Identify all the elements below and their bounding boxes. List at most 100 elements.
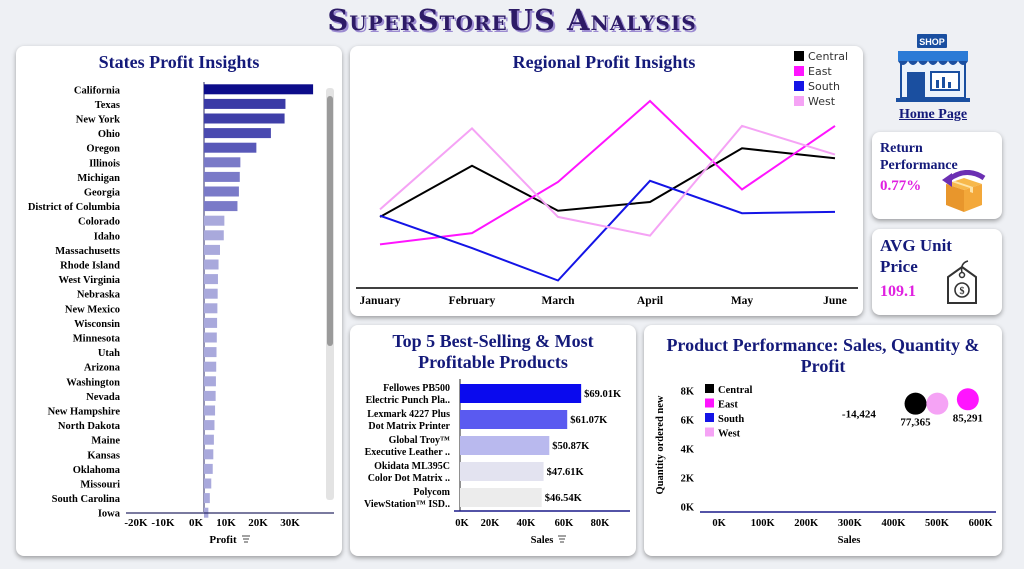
state-bar[interactable] [204,259,219,270]
home-nav[interactable]: SHOP [895,34,975,124]
state-bar[interactable] [204,463,213,474]
state-bar[interactable] [204,347,217,358]
states-x-tick: -20K [124,517,148,529]
perf-legend-label-west: West [718,429,741,440]
states-x-tick: 30K [280,517,300,529]
series-line-south[interactable] [379,179,836,282]
price-kpi-value: 109.1 [880,283,916,300]
state-bar[interactable] [204,361,217,372]
states-profit-title: States Profit Insights [98,52,260,72]
product-label: Global Troy™ [389,435,450,446]
state-bar[interactable] [204,274,218,285]
perf-point-label: -14,424 [842,408,876,420]
home-page-link[interactable]: Home Page [899,107,968,122]
state-bar[interactable] [204,376,216,387]
state-bar[interactable] [204,332,217,343]
states-profit-card: States Profit Insights California Texas Ne… [16,46,342,556]
product-bar[interactable] [460,488,542,507]
state-bar[interactable] [204,171,240,182]
product-bar[interactable] [460,436,550,455]
state-bar[interactable] [204,98,286,109]
regional-x-tick: June [823,295,847,307]
perf-y-tick: 2K [681,474,695,485]
filter-icon[interactable] [558,535,566,543]
state-bar[interactable] [204,449,214,460]
product-bar[interactable] [460,410,568,429]
perf-y-tick: 4K [681,445,695,456]
perf-point-west[interactable] [926,392,949,415]
states-profit-chart: California Texas New York Ohio Oregon Illinoi… [28,82,334,546]
state-bar[interactable] [204,157,241,168]
shop-icon[interactable]: SHOP [895,34,975,104]
perf-legend-swatch-west [705,427,714,437]
perf-legend-label-east: East [718,400,738,411]
top5-products-card: Top 5 Best-Selling & Most Profitable Pro… [350,325,636,556]
state-bar[interactable] [204,215,225,226]
legend-label-south: South [808,80,840,93]
state-bar[interactable] [204,288,218,299]
state-label: New Mexico [65,304,120,315]
state-bar[interactable] [204,303,218,314]
state-label: Maine [91,436,120,447]
avg-unit-price-card: AVG Unit Price 109.1 $ [872,229,1002,315]
price-tag-symbol: $ [960,286,965,297]
state-bar[interactable] [204,142,257,153]
price-kpi-label-line1: AVG Unit [880,236,952,255]
price-kpi-label: AVG Unit Price [880,235,952,277]
perf-point-east[interactable] [956,388,979,411]
product-bar[interactable] [460,462,544,481]
state-bar[interactable] [204,113,285,124]
state-bar[interactable] [204,186,239,197]
state-label: Illinois [89,158,120,169]
product-bar[interactable] [460,384,582,403]
state-label: Iowa [98,509,121,520]
top5-x-tick: 80K [591,518,611,529]
state-bar[interactable] [204,128,271,139]
state-label: Nevada [86,392,121,403]
state-bar[interactable] [204,420,215,431]
state-bar[interactable] [204,84,314,95]
legend-swatch-west [794,96,804,106]
state-label: California [74,85,121,96]
series-line-central[interactable] [379,147,836,218]
state-label: Washington [66,377,120,388]
state-label: Idaho [94,231,120,242]
regional-x-tick: May [731,295,754,307]
states-scrollbar-thumb[interactable] [327,96,333,346]
top5-x-tick: 20K [481,518,501,529]
shop-sign-text: SHOP [919,37,945,47]
state-bar[interactable] [204,201,238,212]
top5-title-line1: Top 5 Best-Selling & Most [392,331,594,351]
top5-title-line2: Profitable Products [418,352,568,372]
filter-icon[interactable] [242,535,250,543]
series-line-east[interactable] [379,99,836,246]
state-bar[interactable] [204,390,216,401]
state-label: Oklahoma [73,465,121,476]
state-bar[interactable] [204,244,220,255]
states-x-tick: 20K [248,517,268,529]
legend-label-east: East [808,65,832,78]
state-label: Massachusetts [55,246,120,257]
legend-label-west: West [808,95,836,108]
product-label: Fellowes PB500 [383,383,450,394]
state-label: North Dakota [58,421,121,432]
state-bar[interactable] [204,317,218,328]
legend-label-central: Central [808,50,848,63]
state-bar[interactable] [204,405,216,416]
top5-x-tick: 60K [555,518,575,529]
state-bar[interactable] [204,434,214,445]
states-x-tick: 10K [216,517,236,529]
state-bar[interactable] [204,230,224,241]
state-label: Missouri [80,480,120,491]
perf-point-central[interactable] [904,392,927,415]
state-bar[interactable] [204,493,210,504]
perf-point-label: 85,291 [953,412,983,424]
product-value-label: $50.87K [552,441,590,452]
state-bar[interactable] [204,478,212,489]
return-kpi-label-line1: Return [880,141,923,156]
series-line-west[interactable] [379,124,836,237]
regional-x-tick: January [360,295,401,307]
states-scrollbar[interactable] [326,88,334,500]
state-label: Oregon [86,144,120,155]
